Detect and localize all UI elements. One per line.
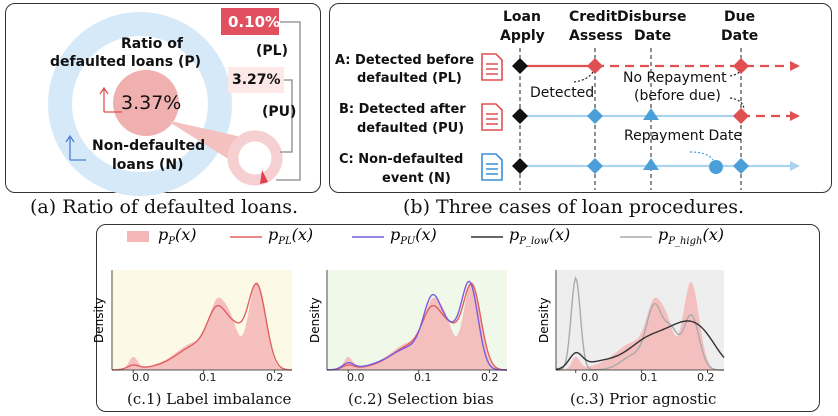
col-assess-2: Assess — [569, 28, 623, 44]
row-a-label-1: A: Detected before — [335, 53, 475, 68]
caption-c1: (c.1) Label imbalance — [127, 390, 292, 408]
row-c-apply — [512, 158, 528, 174]
col-disburse-2: Date — [634, 28, 672, 44]
bracket-line-2 — [280, 79, 293, 153]
row-c-disburse — [643, 158, 659, 170]
caption-b: (b) Three cases of loan procedures. — [403, 196, 745, 218]
tick-c1-1: 0.1 — [199, 371, 217, 384]
panel-b — [329, 3, 832, 193]
pu-pct: 3.27% — [232, 72, 281, 88]
row-b-assess — [587, 108, 603, 124]
row-a-due — [733, 58, 749, 74]
row-a-apply — [512, 58, 528, 74]
outer-ring — [48, 12, 232, 196]
ylabel-c2: Density — [308, 297, 322, 343]
row-c-label-2: event (N) — [382, 171, 451, 186]
bracket-line — [276, 21, 301, 181]
row-b-arrowhead — [790, 111, 800, 121]
row-b-label-1: B: Detected after — [339, 102, 466, 117]
no-repay-label-1: No Repayment — [623, 70, 727, 86]
row-b-label-2: defaulted (PU) — [357, 121, 465, 136]
legend-label-ppl: pPL(x) — [268, 225, 314, 248]
pu-label: (PU) — [262, 104, 297, 120]
pl-box — [221, 8, 279, 35]
tick-c3-0: 0.0 — [581, 371, 599, 384]
pl-pct: 0.10% — [228, 13, 281, 31]
col-disburse-1: Disburse — [617, 9, 687, 25]
center-pct: 3.37% — [121, 92, 182, 114]
caption-c2: (c.2) Selection bias — [348, 390, 494, 408]
panel-b-graphics — [481, 48, 800, 190]
row-c-due — [733, 158, 749, 174]
tick-c1-2: 0.2 — [266, 371, 284, 384]
row-c-repay — [709, 160, 723, 174]
tick-c1-0: 0.0 — [132, 371, 150, 384]
plow-curve-c3 — [555, 320, 725, 370]
row-a-assess — [587, 58, 603, 74]
doc-icon-c — [481, 153, 503, 181]
ylabel-c1: Density — [92, 297, 106, 343]
row-c-assess — [587, 158, 603, 174]
tick-c2-0: 0.0 — [347, 371, 365, 384]
repay-date-label: Repayment Date — [624, 128, 742, 144]
small-ring-pl-slice — [260, 170, 268, 184]
ratio-title-2: defaulted loans (P) — [50, 54, 201, 70]
norepay-callout-2 — [729, 69, 741, 77]
row-a-label-2: defaulted (PL) — [357, 71, 462, 86]
detected-callout — [573, 71, 594, 83]
panel-a-graphics — [48, 8, 301, 196]
col-apply-2: Apply — [500, 28, 545, 44]
tick-c2-2: 0.2 — [481, 371, 499, 384]
connector-wedge — [166, 120, 246, 160]
tick-c3-1: 0.1 — [640, 371, 658, 384]
doc-icon-b — [481, 103, 503, 131]
nondefault-label-2: loans (N) — [112, 157, 184, 173]
pu-box — [228, 67, 284, 93]
row-b-disburse — [643, 108, 659, 120]
pp-fill-c3 — [556, 282, 724, 370]
legend-label-ppu: pPU(x) — [390, 225, 437, 248]
ppu-curve-c2 — [326, 280, 507, 371]
phigh-curve-c3 — [556, 276, 724, 371]
col-due-2: Date — [721, 28, 759, 44]
detected-label: Detected — [530, 85, 595, 101]
ylabel-c3: Density — [537, 297, 551, 343]
blue-arrow — [65, 134, 86, 161]
caption-a: (a) Ratio of defaulted loans. — [30, 196, 298, 218]
legend-label-phigh: pP_high(x) — [658, 225, 724, 248]
col-assess-1: Credit — [569, 9, 618, 25]
legend-swatch-pp — [127, 231, 149, 242]
row-b-apply — [512, 108, 528, 124]
red-arrow — [99, 86, 122, 113]
row-c-arrowhead — [790, 161, 800, 171]
col-apply-1: Loan — [503, 9, 541, 25]
row-c-label-1: C: Non-defaulted — [339, 152, 464, 167]
doc-icon-a — [481, 53, 503, 81]
legend-label-plow: pP_low(x) — [509, 225, 571, 248]
pp-fill-c1 — [112, 282, 292, 370]
tick-c3-2: 0.2 — [697, 371, 715, 384]
legend-graphics — [127, 231, 652, 242]
row-a-arrowhead — [790, 61, 800, 71]
ratio-title-1: Ratio of — [121, 36, 183, 52]
row-b-due — [733, 108, 749, 124]
defaulted-circle — [113, 70, 179, 136]
nondefault-label-1: Non-defaulted — [92, 138, 206, 154]
tick-c2-1: 0.1 — [414, 371, 432, 384]
legend-label-pp: pP(x) — [158, 225, 197, 248]
small-ring — [227, 130, 283, 186]
col-due-1: Due — [724, 9, 756, 25]
pp-fill-c2 — [327, 282, 507, 370]
ppl-curve-c1 — [112, 282, 292, 371]
pl-label: (PL) — [256, 43, 288, 59]
caption-c3: (c.3) Prior agnostic — [570, 390, 717, 408]
no-repay-label-2: (before due) — [634, 88, 721, 104]
